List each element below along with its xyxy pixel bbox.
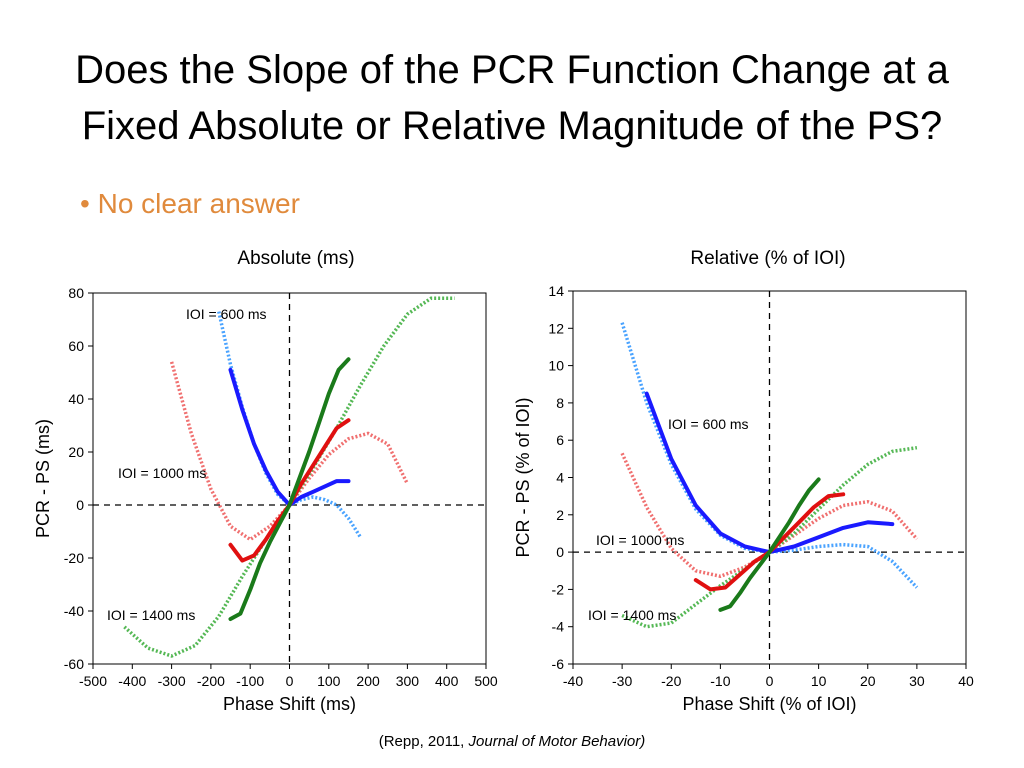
x-tick-label: -400 — [118, 673, 146, 689]
bullet-item: • No clear answer — [80, 188, 300, 220]
y-tick-label: 20 — [68, 444, 84, 460]
y-axis-label-relative: PCR - PS (% of IOI) — [513, 397, 533, 557]
x-tick-label: 400 — [435, 673, 459, 689]
slide-title-line2: Fixed Absolute or Relative Magnitude of … — [81, 104, 943, 148]
citation-prefix: (Repp, 2011, — [378, 733, 469, 750]
x-tick-label: 500 — [474, 673, 498, 689]
y-tick-label: -6 — [552, 656, 565, 672]
series-annotation: IOI = 600 ms — [668, 416, 749, 432]
series-annotation: IOI = 1000 ms — [596, 532, 684, 548]
y-tick-label: -2 — [552, 581, 565, 597]
series-line-ioi-1000-ms-fit — [169, 361, 409, 542]
y-tick-label: 2 — [556, 507, 564, 523]
x-tick-label: -500 — [79, 673, 107, 689]
y-tick-label: 0 — [556, 544, 564, 560]
x-tick-label: -20 — [661, 673, 681, 689]
y-tick-label: -60 — [64, 656, 84, 672]
series-annotation: IOI = 1000 ms — [118, 465, 206, 481]
y-tick-label: 60 — [68, 338, 84, 354]
y-tick-label: 8 — [556, 395, 564, 411]
series-line-ioi-1400-ms-data — [718, 477, 821, 612]
x-tick-label: -100 — [236, 673, 264, 689]
x-tick-label: 30 — [909, 673, 925, 689]
chart-caption-absolute: Absolute (ms) — [237, 248, 355, 269]
chart-absolute: -500 -400 -300 -200 -100 0 100 200 300 400 500-60-… — [33, 285, 498, 714]
x-tick-label: 100 — [317, 673, 341, 689]
series-annotation: IOI = 1400 ms — [588, 607, 676, 623]
y-tick-label: 6 — [556, 432, 564, 448]
x-tick-label: -200 — [197, 673, 225, 689]
x-axis-label-absolute: Phase Shift (ms) — [223, 694, 356, 714]
x-axis-label-relative: Phase Shift (% of IOI) — [682, 694, 856, 714]
y-tick-label: -40 — [64, 603, 84, 619]
y-tick-label: 10 — [548, 358, 564, 374]
y-axis-label-absolute: PCR - PS (ms) — [33, 419, 53, 538]
x-tick-label: 10 — [811, 673, 827, 689]
chart-relative: -40 -30 -20 -10 0 10 20 30 40-6-4-202468101214Ph… — [513, 283, 974, 714]
x-tick-label: 0 — [286, 673, 294, 689]
y-tick-label: 80 — [68, 285, 84, 301]
slide-title-line1: Does the Slope of the PCR Function Chang… — [75, 48, 949, 92]
y-tick-label: 12 — [548, 320, 564, 336]
series-annotation: IOI = 1400 ms — [107, 607, 195, 623]
x-tick-label: -300 — [158, 673, 186, 689]
series-line-ioi-1400-ms-data — [228, 357, 351, 621]
y-tick-label: 0 — [76, 497, 84, 513]
chart-caption-relative: Relative (% of IOI) — [690, 248, 846, 269]
x-tick-label: -10 — [710, 673, 730, 689]
series-line-ioi-1400-ms-fit — [123, 296, 455, 658]
series-annotation: IOI = 600 ms — [186, 306, 267, 322]
slide-title: Does the Slope of the PCR Function Chang… — [0, 42, 1024, 154]
y-tick-label: 4 — [556, 470, 564, 486]
y-tick-label: 14 — [548, 283, 564, 299]
x-tick-label: -30 — [612, 673, 632, 689]
x-tick-label: 200 — [356, 673, 380, 689]
x-tick-label: 20 — [860, 673, 876, 689]
x-tick-label: 40 — [958, 673, 974, 689]
x-tick-label: -40 — [563, 673, 583, 689]
citation-journal: Journal of Motor Behavior) — [468, 733, 646, 750]
citation: (Repp, 2011, Journal of Motor Behavior) — [0, 733, 1024, 750]
x-tick-label: 0 — [766, 673, 774, 689]
y-tick-label: -20 — [64, 550, 84, 566]
y-tick-label: 40 — [68, 391, 84, 407]
bullet-text: No clear answer — [97, 188, 300, 219]
x-tick-label: 300 — [396, 673, 420, 689]
bullet-marker: • — [80, 188, 90, 219]
y-tick-label: -4 — [552, 619, 565, 635]
